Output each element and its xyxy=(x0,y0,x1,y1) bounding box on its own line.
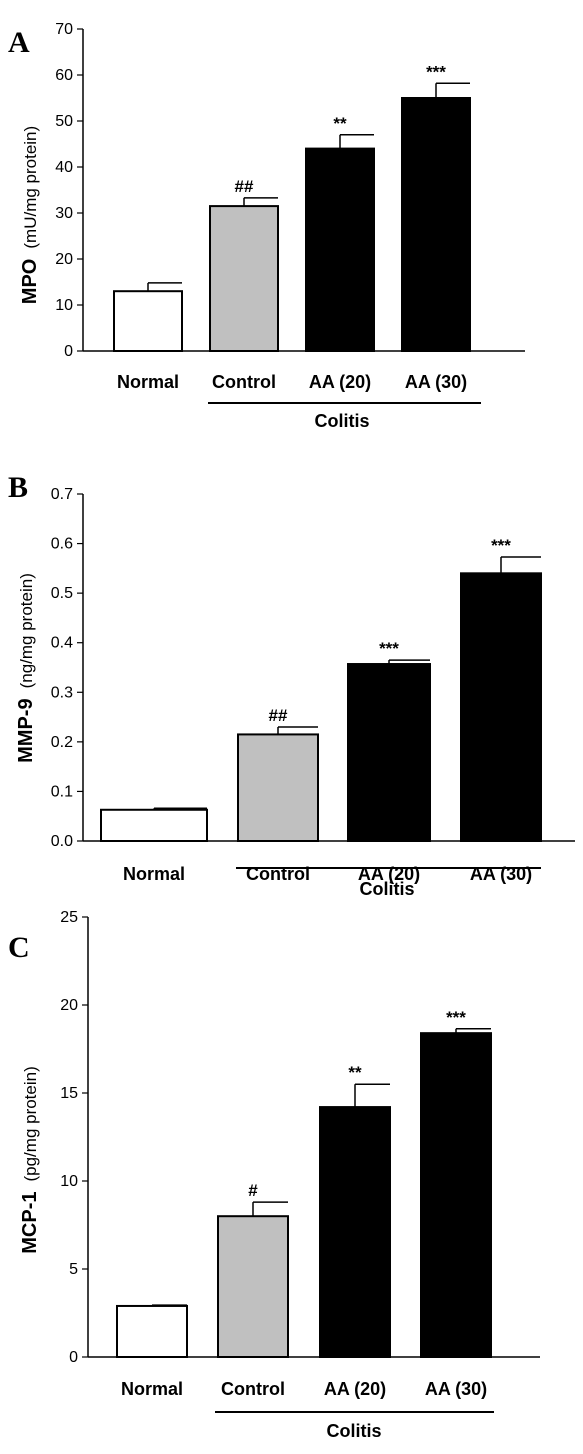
bar-3 xyxy=(319,1106,391,1358)
group-label: Colitis xyxy=(326,1421,381,1441)
y-axis-label-bold: MCP-1 xyxy=(19,1192,41,1254)
y-tick-label: 10 xyxy=(55,297,73,314)
group-label: Colitis xyxy=(314,411,369,431)
category-label: AA (20) xyxy=(324,1379,386,1399)
category-label: Normal xyxy=(123,864,185,884)
category-label: Normal xyxy=(117,372,179,392)
y-tick-label: 5 xyxy=(69,1261,78,1278)
y-axis-label-unit: (ng/mg protein) xyxy=(17,573,36,688)
group-label: Colitis xyxy=(359,879,414,899)
y-tick-label: 0.1 xyxy=(51,783,73,800)
category-label: AA (30) xyxy=(405,372,467,392)
y-tick-label: 0.3 xyxy=(51,684,73,701)
y-tick-label: 50 xyxy=(55,113,73,130)
y-tick-label: 0.4 xyxy=(51,635,73,652)
panel-a: A MPO (mU/mg protein) Colitis 0 10 20 30 40 5… xyxy=(8,21,525,431)
y-tick-label: 30 xyxy=(55,205,73,222)
panel-letter: A xyxy=(8,26,30,59)
significance-label: # xyxy=(248,1181,258,1200)
y-tick-label: 10 xyxy=(60,1173,78,1190)
y-tick-label: 0.5 xyxy=(51,585,73,602)
significance-label: *** xyxy=(379,639,399,658)
bar-2 xyxy=(209,205,279,352)
significance-label: ** xyxy=(333,114,347,133)
y-axis-label-bold: MPO xyxy=(19,259,41,305)
bar-1 xyxy=(113,290,183,353)
y-tick-label: 15 xyxy=(60,1085,78,1102)
y-axis-label: MCP-1 (pg/mg protein) xyxy=(19,1066,41,1254)
bar-3 xyxy=(305,147,375,352)
significance-label: *** xyxy=(491,536,511,555)
category-label: Control xyxy=(212,372,276,392)
y-axis-label-unit: (pg/mg protein) xyxy=(21,1066,40,1181)
y-tick-label: 0 xyxy=(64,343,73,360)
y-tick-label: 60 xyxy=(55,67,73,84)
y-tick-label: 0.2 xyxy=(51,734,73,751)
y-tick-label: 20 xyxy=(60,997,78,1014)
significance-label: ## xyxy=(235,177,254,196)
y-tick-label: 40 xyxy=(55,159,73,176)
svg-text:MMP-9 (ng/mg protein): MMP-9 (ng/mg protein) xyxy=(15,573,37,763)
bar-4 xyxy=(401,97,471,352)
bar-1 xyxy=(100,808,208,843)
svg-text:MPO (mU/mg protein): MPO (mU/mg protein) xyxy=(19,126,41,304)
significance-label: *** xyxy=(426,62,446,81)
bar-4 xyxy=(420,1032,492,1359)
y-tick-label: 0.6 xyxy=(51,536,73,553)
bar-3 xyxy=(347,663,431,843)
significance-label: *** xyxy=(446,1008,466,1027)
significance-label: ** xyxy=(348,1063,362,1082)
y-tick-label: 0.0 xyxy=(51,833,73,850)
bar-2 xyxy=(217,1215,289,1358)
bar-1 xyxy=(116,1304,188,1358)
y-tick-label: 70 xyxy=(55,21,73,38)
y-tick-label: 0 xyxy=(69,1349,78,1366)
y-axis-label: MMP-9 (ng/mg protein) xyxy=(15,573,37,763)
panel-c: C MCP-1 (pg/mg protein) Colitis 0 5 10 15 20… xyxy=(8,909,540,1441)
y-tick-label: 20 xyxy=(55,251,73,268)
y-axis-label-unit: (mU/mg protein) xyxy=(21,126,40,249)
bar-2 xyxy=(237,733,319,843)
panel-letter: B xyxy=(8,471,28,504)
category-label: AA (30) xyxy=(425,1379,487,1399)
panel-letter: C xyxy=(8,931,30,964)
significance-label: ## xyxy=(269,706,288,725)
svg-text:MCP-1 (pg/mg protein): MCP-1 (pg/mg protein) xyxy=(19,1066,41,1254)
y-tick-label: 0.7 xyxy=(51,486,73,503)
y-axis-label: MPO (mU/mg protein) xyxy=(19,126,41,304)
category-label: AA (20) xyxy=(309,372,371,392)
y-tick-label: 25 xyxy=(60,909,78,926)
panel-b: B MMP-9 (ng/mg protein) Colitis 0.0 0.1 0.… xyxy=(8,471,575,899)
category-label: Control xyxy=(221,1379,285,1399)
y-axis-label-bold: MMP-9 xyxy=(15,698,37,762)
category-label: Normal xyxy=(121,1379,183,1399)
bar-4 xyxy=(460,572,542,842)
